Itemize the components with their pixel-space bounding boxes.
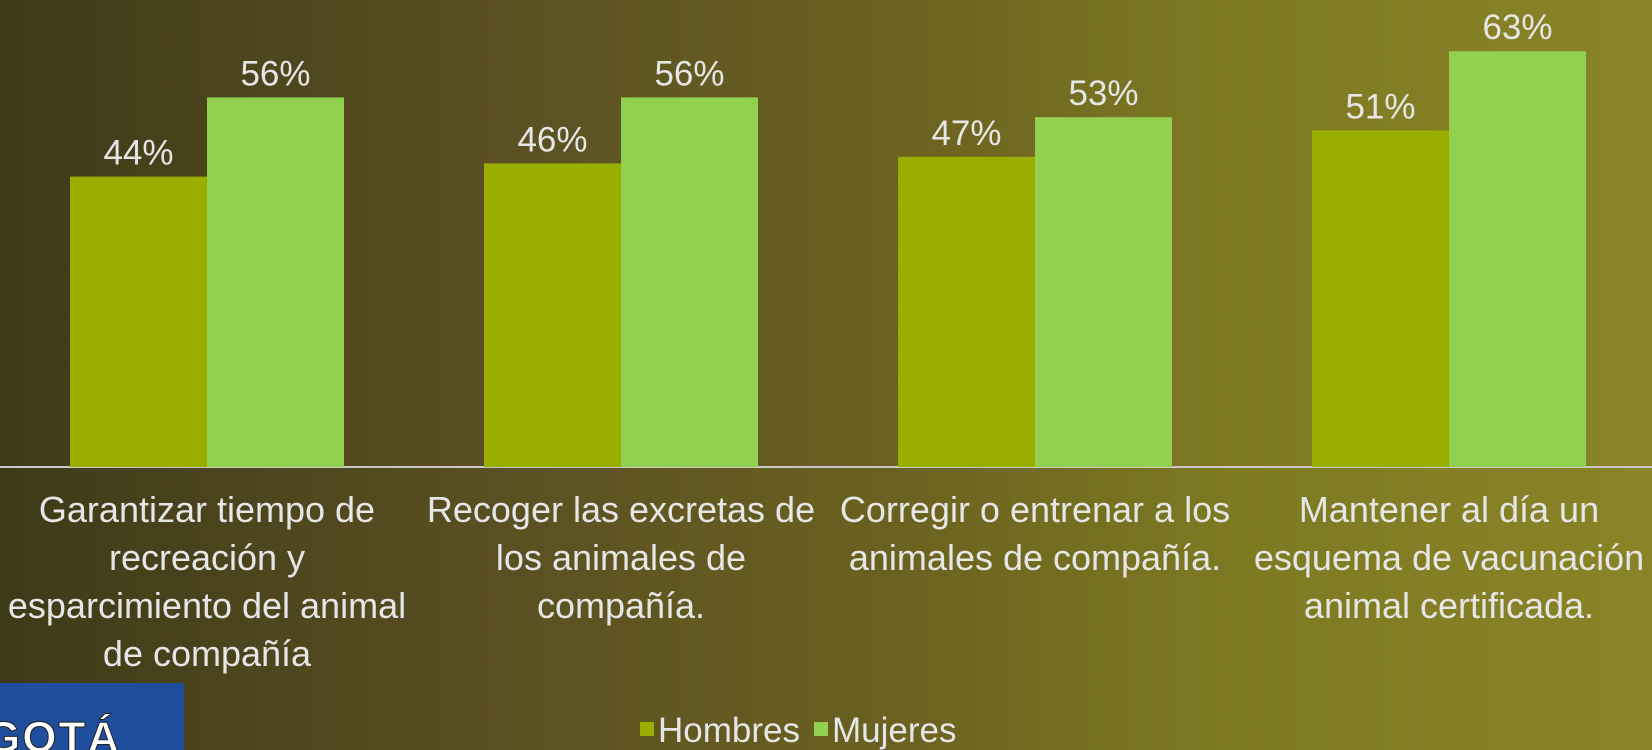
legend-marker (640, 722, 654, 736)
x-tick-label: Corregir o entrenar a los animales de co… (839, 489, 1231, 578)
legend-label: Mujeres (832, 711, 956, 750)
logo: GOTÁ (0, 683, 184, 750)
value-label: 56% (654, 54, 724, 93)
x-tick-label: Mantener al día un esquema de vacunación… (1253, 489, 1645, 626)
bar (621, 97, 758, 468)
value-label: 46% (517, 120, 587, 159)
legend-label: Hombres (658, 711, 800, 750)
value-label: 56% (240, 54, 310, 93)
x-tick-label: Garantizar tiempo de recreación y esparc… (7, 489, 407, 674)
value-label: 63% (1482, 8, 1552, 47)
value-label: 47% (931, 114, 1001, 153)
value-label: 44% (103, 134, 173, 173)
bar (898, 156, 1035, 468)
value-label: 53% (1068, 74, 1138, 113)
legend-marker (813, 722, 828, 736)
logo-text: GOTÁ (0, 713, 122, 750)
value-label: 51% (1345, 87, 1415, 126)
bar (1035, 117, 1172, 467)
bar (484, 163, 621, 467)
bar (1449, 51, 1586, 467)
x-tick-label: Recoger las excretas de los animales de … (426, 489, 816, 626)
bar (1312, 130, 1449, 467)
bar (207, 97, 344, 468)
bar (70, 176, 207, 467)
